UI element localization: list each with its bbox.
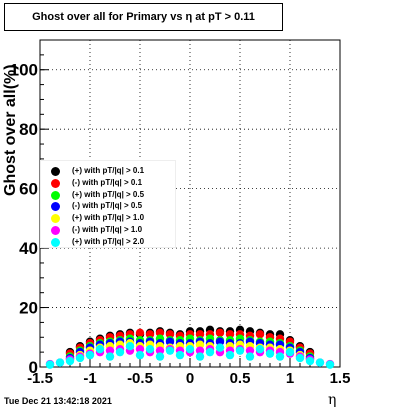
data-point [105, 352, 115, 361]
data-point [325, 360, 335, 369]
data-point [195, 330, 205, 339]
data-point [135, 350, 145, 360]
legend-marker-icon [51, 202, 60, 212]
legend-label: (+) with pT/|q| > 0.1 [72, 166, 145, 175]
data-point [145, 344, 155, 354]
data-point [205, 347, 215, 357]
y-tick-label: 0 [29, 358, 38, 377]
data-point [65, 356, 75, 366]
data-point [185, 344, 195, 354]
data-point [245, 346, 255, 355]
chart-title: Ghost over all for Primary vs η at pT > … [32, 11, 255, 23]
legend-item: (+) with pT/|q| > 0.1 [41, 165, 175, 177]
legend-item: (-) with pT/|q| > 0.5 [41, 200, 175, 212]
data-point [55, 358, 65, 367]
data-point [135, 328, 145, 338]
legend-marker-icon [51, 178, 60, 188]
data-point [245, 352, 255, 361]
legend-marker-icon [51, 190, 60, 200]
data-point [115, 347, 125, 357]
title-box: Ghost over all for Primary vs η at pT > … [4, 3, 283, 31]
data-point [75, 353, 85, 363]
data-point [195, 352, 205, 361]
legend-label: (-) with pT/|q| > 0.1 [72, 177, 143, 187]
legend-label: (+) with pT/|q| > 0.5 [72, 189, 145, 199]
y-tick-label: 100 [10, 61, 38, 80]
data-point [255, 330, 265, 339]
data-point [135, 344, 145, 354]
data-point [85, 350, 95, 360]
y-tick-label: 60 [19, 180, 38, 199]
legend: (+) with pT/|q| > 0.1 (-) with pT/|q| > 0… [40, 160, 176, 248]
data-point [215, 337, 225, 346]
data-point [195, 346, 205, 355]
data-point [95, 344, 105, 354]
y-tick-label: 80 [19, 120, 38, 139]
data-point [225, 330, 235, 339]
data-point [265, 349, 275, 358]
x-tick-label: 1.5 [330, 370, 351, 387]
data-point [165, 337, 175, 346]
data-point [155, 346, 165, 355]
data-point [105, 346, 115, 355]
y-tick-label: 20 [19, 299, 38, 318]
y-axis-label: Ghost over all(%) [2, 64, 19, 196]
legend-item: (+) with pT/|q| > 2.0 [41, 236, 175, 248]
data-points [45, 325, 335, 369]
legend-label: (+) with pT/|q| > 2.0 [72, 236, 145, 246]
legend-label: (-) with pT/|q| > 1.0 [72, 225, 143, 234]
data-point [195, 340, 205, 349]
data-point [215, 343, 225, 352]
data-point [285, 347, 295, 357]
data-point [275, 352, 285, 361]
tick-labels: -1.5 -1 -0.5 0 0.5 1 1.5 0 20 40 60 80 100 [10, 61, 351, 387]
x-axis-label: η [328, 392, 337, 408]
data-point [235, 346, 245, 355]
data-point [155, 328, 165, 338]
data-point [225, 350, 235, 360]
legend-label: (+) with pT/|q| > 1.0 [72, 213, 145, 223]
x-tick-label: 1 [286, 370, 294, 387]
y-tick-label: 40 [19, 239, 38, 258]
timestamp: Tue Dec 21 13:42:18 2021 [4, 396, 112, 406]
data-point [145, 330, 155, 339]
x-tick-label: -0.5 [127, 370, 153, 387]
data-point [45, 360, 55, 369]
data-point [155, 352, 165, 361]
legend-item: (+) with pT/|q| > 0.5 [41, 189, 175, 201]
data-point [175, 350, 185, 360]
legend-item: (-) with pT/|q| > 0.1 [41, 177, 175, 189]
data-point [125, 341, 135, 351]
legend-item: (+) with pT/|q| > 1.0 [41, 212, 175, 224]
legend-marker-icon [51, 214, 60, 224]
legend-marker-icon [51, 167, 60, 176]
data-point [165, 346, 175, 355]
legend-item: (-) with pT/|q| > 1.0 [41, 224, 175, 236]
legend-marker-icon [51, 226, 60, 235]
data-point [315, 358, 325, 367]
data-point [255, 344, 265, 354]
data-point [295, 353, 305, 363]
legend-marker-icon [51, 237, 60, 247]
x-tick-label: 0 [186, 370, 194, 387]
x-tick-label: -1 [83, 370, 96, 387]
data-point [165, 330, 175, 339]
data-point [215, 328, 225, 338]
x-tick-label: 0.5 [230, 370, 251, 387]
data-point [305, 356, 315, 366]
legend-label: (-) with pT/|q| > 0.5 [72, 201, 143, 211]
x-tick-label: -1.5 [27, 370, 53, 387]
